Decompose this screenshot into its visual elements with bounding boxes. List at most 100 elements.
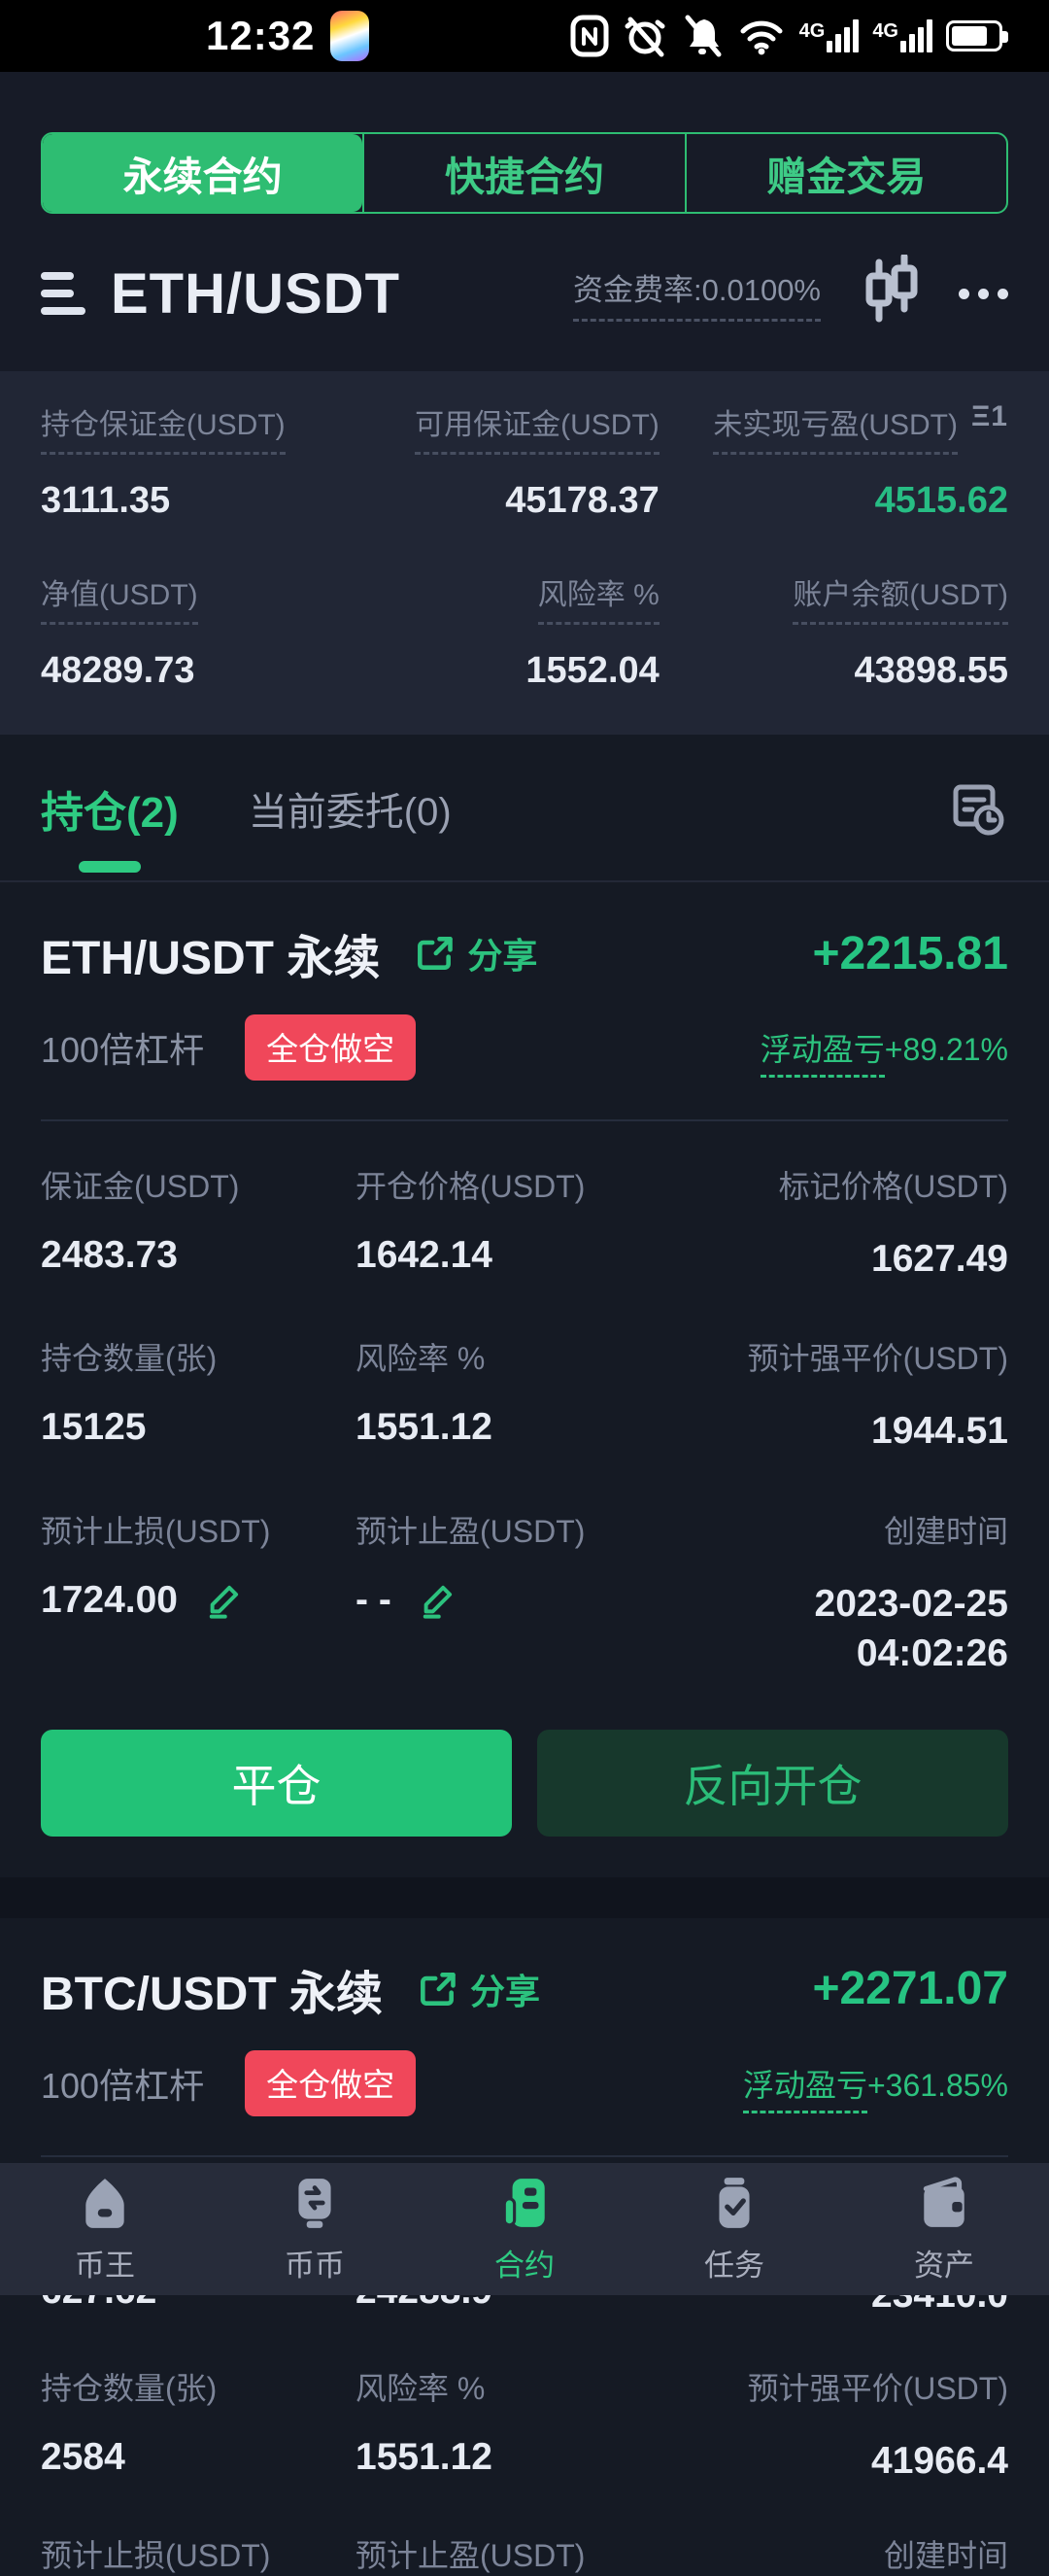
share-button[interactable]: 分享 xyxy=(416,1964,540,2014)
tab-open-orders[interactable]: 当前委托(0) xyxy=(248,791,452,834)
created-time: 04:02:26 xyxy=(856,1632,1008,1675)
stop-loss-cell: 预计止损(USDT) 1724.00 xyxy=(41,1507,355,1679)
summary-cell: 风险率 % 1552.04 xyxy=(358,570,660,692)
nav-item-assets[interactable]: 资产 xyxy=(839,2163,1049,2295)
leverage-label: 100倍杠杆 xyxy=(41,1030,205,1070)
created-time-cell: 创建时间 xyxy=(666,2531,1008,2576)
field-label: 预计止盈(USDT) xyxy=(355,1513,586,1549)
order-history-icon[interactable] xyxy=(948,779,1008,877)
field-label: 预计强平价(USDT) xyxy=(747,1341,1008,1377)
bell-muted-icon xyxy=(681,14,724,58)
field-value: 15125 xyxy=(41,1406,147,1449)
summary-value: 3111.35 xyxy=(41,480,171,521)
close-position-button[interactable]: 平仓 xyxy=(41,1729,512,1837)
field-label: 预计止损(USDT) xyxy=(41,1513,271,1549)
edit-take-profit-icon[interactable] xyxy=(417,1580,457,1621)
nav-item-coin-king[interactable]: 币王 xyxy=(0,2163,210,2295)
summary-label[interactable]: 未实现亏盈(USDT) xyxy=(713,400,958,455)
tab-holdings[interactable]: 持仓(2) xyxy=(41,777,179,878)
field-label: 开仓价格(USDT) xyxy=(355,1169,586,1204)
tab-quick-contract[interactable]: 快捷合约 xyxy=(362,134,684,212)
position-card-eth: ETH/USDT 永续 分享 +2215.81 100倍杠杆 全仓做空 浮动盈亏… xyxy=(0,882,1049,1837)
nav-item-spot[interactable]: 币币 xyxy=(210,2163,420,2295)
leverage-label: 100倍杠杆 xyxy=(41,2065,205,2106)
summary-value: 48289.73 xyxy=(41,650,195,691)
field-row: 预计止损(USDT) 预计止盈(USDT) 创建时间 xyxy=(41,2531,1008,2576)
field-label: 预计强平价(USDT) xyxy=(747,2371,1008,2407)
float-pnl-value: +361.85% xyxy=(866,2067,1008,2103)
summary-label[interactable]: 账户余额(USDT) xyxy=(793,570,1008,625)
spot-exchange-icon xyxy=(298,2178,331,2228)
positions-section: 持仓(2) 当前委托(0) ETH/USDT 永续 分享 +2215.81 10… xyxy=(0,735,1049,2576)
field-cell: 风险率 % 1551.12 xyxy=(355,1334,666,1456)
assets-icon xyxy=(923,2176,964,2227)
nav-item-tasks[interactable]: 任务 xyxy=(629,2163,839,2295)
tasks-icon xyxy=(719,2177,750,2228)
nfc-icon xyxy=(570,15,609,57)
nav-label: 资产 xyxy=(914,2248,974,2283)
field-label: 创建时间 xyxy=(883,2537,1008,2573)
funding-rate[interactable]: 资金费率:0.0100% xyxy=(573,265,821,322)
summary-label[interactable]: 持仓保证金(USDT) xyxy=(41,400,286,455)
margin-mode-badge: 全仓做空 xyxy=(245,2049,417,2116)
position-pair: BTC/USDT 永续 xyxy=(41,1968,383,2020)
stop-loss-value: 1724.00 xyxy=(41,1578,178,1621)
nav-item-contract[interactable]: 合约 xyxy=(420,2163,629,2295)
field-label: 风险率 % xyxy=(355,1341,486,1377)
field-label: 标记价格(USDT) xyxy=(778,1169,1008,1204)
float-pnl-label[interactable]: 浮动盈亏 xyxy=(760,1032,885,1078)
divider xyxy=(41,2154,1008,2157)
edit-stop-loss-icon[interactable] xyxy=(203,1580,244,1621)
positions-tabs: 持仓(2) 当前委托(0) xyxy=(0,735,1049,880)
field-row: 持仓数量(张) 15125 风险率 % 1551.12 预计强平价(USDT) … xyxy=(41,1334,1008,1456)
share-icon xyxy=(418,937,454,970)
float-pnl-label[interactable]: 浮动盈亏 xyxy=(742,2067,867,2113)
tab-bonus-trading[interactable]: 赠金交易 xyxy=(684,134,1006,212)
bottom-nav: 币王 币币 合约 任务 资产 xyxy=(0,2163,1049,2295)
field-label: 创建时间 xyxy=(883,1513,1008,1549)
card-subheader: 100倍杠杆 全仓做空 浮动盈亏+361.85% xyxy=(41,2049,1008,2116)
created-date: 2023-02-25 xyxy=(814,1582,1009,1625)
home-icon xyxy=(85,2178,124,2228)
field-value: 1642.14 xyxy=(355,1234,492,1276)
summary-value: 43898.55 xyxy=(854,650,1008,691)
summary-value: 1552.04 xyxy=(525,650,660,691)
summary-cell: 持仓保证金(USDT) 3111.35 xyxy=(41,400,358,522)
field-row: 预计止损(USDT) 1724.00 预计止盈(USDT) - - xyxy=(41,1507,1008,1679)
card-header: BTC/USDT 永续 分享 +2271.07 xyxy=(41,1955,1008,2023)
position-mode-icon[interactable]: Ξ1 xyxy=(970,400,1008,432)
field-value: 1944.51 xyxy=(871,1410,1008,1453)
divider xyxy=(0,880,1049,882)
menu-icon[interactable] xyxy=(41,272,85,315)
wifi-icon xyxy=(737,16,786,56)
take-profit-cell: 预计止盈(USDT) - - xyxy=(355,1507,666,1679)
field-label: 保证金(USDT) xyxy=(41,1169,240,1204)
field-row: 保证金(USDT) 2483.73 开仓价格(USDT) 1642.14 标记价… xyxy=(41,1162,1008,1284)
field-label: 预计止损(USDT) xyxy=(41,2537,271,2573)
field-cell: 持仓数量(张) 15125 xyxy=(41,1334,355,1456)
field-cell: 风险率 % 1551.12 xyxy=(355,2364,666,2486)
summary-label[interactable]: 净值(USDT) xyxy=(41,570,198,625)
field-value: 2483.73 xyxy=(41,1234,178,1276)
summary-row-1: 持仓保证金(USDT) 3111.35 可用保证金(USDT) 45178.37… xyxy=(41,400,1008,522)
nav-label: 币币 xyxy=(285,2248,345,2283)
reverse-open-button[interactable]: 反向开仓 xyxy=(537,1729,1008,1837)
float-pnl: 浮动盈亏+361.85% xyxy=(742,2061,1008,2113)
field-cell: 标记价格(USDT) 1627.49 xyxy=(666,1162,1008,1284)
share-button[interactable]: 分享 xyxy=(413,928,537,979)
field-cell: 保证金(USDT) 2483.73 xyxy=(41,1162,355,1284)
theme-icon xyxy=(330,11,370,61)
summary-label[interactable]: 可用保证金(USDT) xyxy=(415,400,660,455)
position-fields: 保证金(USDT) 2483.73 开仓价格(USDT) 1642.14 标记价… xyxy=(41,1162,1008,1679)
field-cell: 预计强平价(USDT) 1944.51 xyxy=(666,1334,1008,1456)
signal-sim2-icon: 4G xyxy=(872,19,932,52)
tab-perpetual-contract[interactable]: 永续合约 xyxy=(43,134,363,212)
field-value: 2584 xyxy=(41,2436,125,2479)
divider xyxy=(41,1119,1008,1121)
candlestick-chart-icon[interactable] xyxy=(862,253,922,333)
more-icon[interactable] xyxy=(959,279,1008,309)
share-label: 分享 xyxy=(470,1971,541,2011)
pair-title: ETH/USDT xyxy=(111,261,400,326)
summary-label[interactable]: 风险率 % xyxy=(537,570,660,625)
nav-label: 合约 xyxy=(494,2248,555,2283)
